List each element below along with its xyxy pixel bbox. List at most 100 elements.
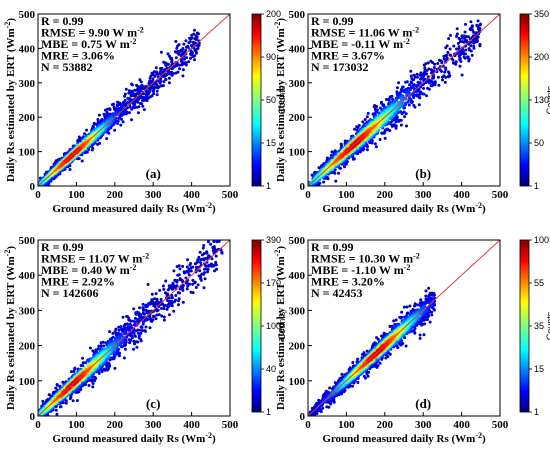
scatter-point	[178, 264, 181, 267]
scatter-point	[215, 240, 218, 243]
scatter-point	[189, 57, 192, 60]
scatter-point	[152, 77, 155, 80]
scatter-point	[179, 267, 182, 270]
scatter-point	[145, 326, 148, 329]
scatter-point	[452, 45, 455, 48]
stat-unit-exponent: -2	[130, 263, 137, 272]
scatter-point	[311, 187, 314, 190]
x-axis-label-exponent: -2	[475, 201, 482, 210]
scatter-point	[137, 332, 140, 335]
scatter-point	[384, 137, 387, 140]
scatter-point	[457, 42, 460, 45]
scatter-point	[199, 251, 202, 254]
scatter-point	[141, 99, 144, 102]
x-tick-label: 500	[222, 419, 239, 431]
x-axis-label-exponent: -2	[205, 201, 212, 210]
scatter-point	[400, 124, 403, 127]
scatter-point	[175, 281, 178, 284]
scatter-point	[198, 269, 201, 272]
scatter-point	[56, 384, 59, 387]
scatter-point	[143, 313, 146, 316]
scatter-point	[195, 266, 198, 269]
y-tick-label: 500	[19, 235, 36, 247]
colorbar	[252, 240, 261, 412]
scatter-point	[160, 51, 163, 54]
scatter-point	[55, 413, 58, 416]
scatter-point	[427, 61, 430, 64]
scatter-point	[142, 303, 145, 306]
x-tick-label: 200	[107, 419, 124, 431]
scatter-point	[406, 306, 409, 309]
scatter-point	[427, 287, 430, 290]
scatter-point	[215, 255, 218, 258]
y-tick-label: 100	[19, 147, 36, 159]
scatter-point	[168, 81, 171, 84]
scatter-point	[84, 361, 87, 364]
scatter-point	[189, 38, 192, 41]
scatter-point	[472, 45, 475, 48]
scatter-point	[363, 375, 366, 378]
scatter-point	[213, 269, 216, 272]
y-tick-label: 300	[289, 78, 306, 90]
scatter-point	[93, 376, 96, 379]
scatter-point	[175, 47, 178, 50]
scatter-point	[108, 330, 111, 333]
scatter-point	[203, 271, 206, 274]
panel-label: (c)	[146, 396, 160, 411]
scatter-point	[162, 285, 165, 288]
scatter-point	[412, 104, 415, 107]
y-axis-label: Daily Rs estimated by ERT (Wm-2)	[273, 18, 288, 182]
scatter-point	[430, 314, 433, 317]
x-axis-label: Ground measured daily Rs (Wm-2)	[322, 201, 486, 216]
scatter-point	[356, 381, 359, 384]
scatter-point	[175, 56, 178, 59]
scatter-point	[419, 78, 422, 81]
scatter-point	[472, 31, 475, 34]
scatter-point	[164, 78, 167, 81]
scatter-point	[154, 75, 157, 78]
x-tick-label: 100	[338, 189, 355, 201]
scatter-point	[130, 95, 133, 98]
scatter-point	[178, 67, 181, 70]
x-tick-label: 100	[68, 189, 85, 201]
scatter-point	[188, 273, 191, 276]
y-tick-label: 500	[19, 9, 36, 21]
y-tick-label: 400	[19, 43, 36, 55]
colorbar-tick-label: 200	[266, 9, 281, 19]
scatter-point	[168, 77, 171, 80]
scatter-point	[375, 105, 378, 108]
scatter-point	[69, 168, 72, 171]
scatter-point	[110, 337, 113, 340]
y-tick-label: 0	[300, 181, 306, 193]
scatter-point	[340, 373, 343, 376]
scatter-point	[163, 316, 166, 319]
x-tick-label: 200	[107, 189, 124, 201]
colorbar-tick-label: 50	[534, 138, 544, 148]
scatter-point	[76, 399, 79, 402]
scatter-point	[426, 318, 429, 321]
scatter-point	[404, 102, 407, 105]
scatter-point	[419, 334, 422, 337]
x-tick-label: 300	[415, 189, 432, 201]
scatter-point	[160, 307, 163, 310]
scatter-point	[160, 298, 163, 301]
scatter-point	[209, 243, 212, 246]
stat-unit-exponent: -2	[130, 37, 137, 46]
scatter-point	[148, 303, 151, 306]
scatter-point	[102, 341, 105, 344]
scatter-point	[343, 165, 346, 168]
scatter-point	[174, 299, 177, 302]
scatter-point	[455, 48, 458, 51]
scatter-point	[388, 99, 391, 102]
scatter-point	[165, 293, 168, 296]
scatter-point	[425, 289, 428, 292]
scatter-point	[458, 45, 461, 48]
scatter-point	[433, 63, 436, 66]
scatter-point	[397, 81, 400, 84]
scatter-point	[203, 286, 206, 289]
scatter-point	[314, 188, 317, 191]
scatter-point	[126, 323, 129, 326]
scatter-point	[212, 240, 215, 243]
y-axis-label-exponent: -2	[273, 22, 282, 29]
